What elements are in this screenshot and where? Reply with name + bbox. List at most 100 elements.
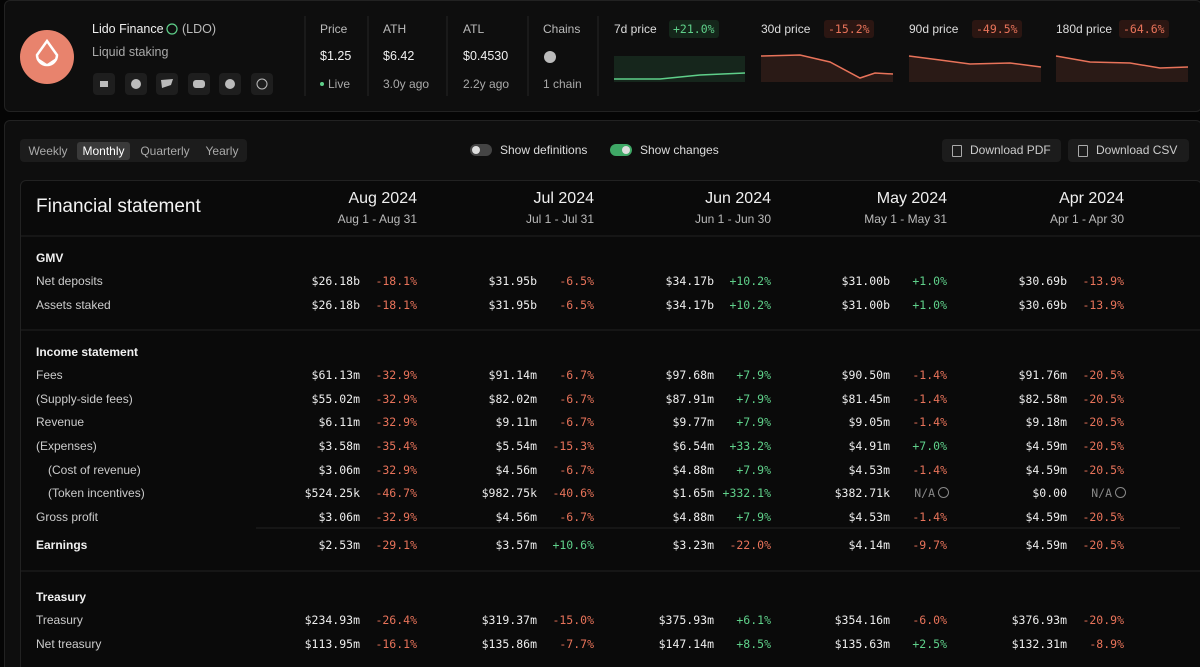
column-range: Aug 1 - Aug 31 bbox=[337, 212, 417, 226]
cell-value: $4.59m bbox=[1025, 538, 1067, 553]
cell-change: -20.5% bbox=[1082, 391, 1124, 406]
cell-change: -15.3% bbox=[552, 439, 594, 453]
cell-value: $91.14m bbox=[488, 368, 537, 383]
cell-change: +332.1% bbox=[722, 486, 771, 501]
row-label: Net treasury bbox=[36, 637, 102, 651]
row-label: Net deposits bbox=[36, 274, 103, 288]
button[interactable]: Download CSV bbox=[1096, 143, 1178, 157]
button[interactable]: Download PDF bbox=[970, 143, 1051, 157]
cell-value: $9.05m bbox=[848, 415, 890, 430]
cell-value: $9.18m bbox=[1025, 415, 1067, 430]
tab[interactable]: Weekly bbox=[28, 144, 68, 158]
cell-value: $30.69b bbox=[1018, 297, 1067, 312]
cell-change: -46.7% bbox=[375, 486, 417, 501]
button-icon bbox=[952, 145, 962, 157]
row-label: Earnings bbox=[36, 538, 88, 553]
stat-label: ATH bbox=[383, 22, 407, 36]
cell-change: -9.7% bbox=[912, 538, 947, 553]
cell-value: $354.16m bbox=[834, 613, 890, 628]
cell-value: $4.14m bbox=[848, 538, 890, 553]
cell-value: $81.45m bbox=[841, 391, 890, 406]
cell-change: -7.7% bbox=[559, 637, 594, 651]
cell-value: $3.23m bbox=[672, 538, 714, 553]
cell-change: -18.1% bbox=[375, 297, 417, 312]
column-month: Aug 2024 bbox=[348, 190, 417, 207]
cell-value: $0.00 bbox=[1032, 486, 1067, 501]
tab[interactable]: Monthly bbox=[77, 142, 130, 160]
cell-change: -6.7% bbox=[559, 415, 594, 430]
cell-change: +10.2% bbox=[729, 297, 771, 312]
cell-change: -20.5% bbox=[1082, 368, 1124, 383]
stat-value: $1.25 bbox=[320, 49, 352, 63]
cell-value: $4.59m bbox=[1025, 439, 1067, 453]
cell-value: $55.02m bbox=[311, 391, 360, 406]
cell-value: $319.37m bbox=[481, 613, 537, 628]
row-label: Revenue bbox=[36, 415, 85, 430]
cell-change: -32.9% bbox=[375, 415, 417, 430]
cell-change: +2.5% bbox=[912, 637, 947, 651]
stat-sub: Live bbox=[328, 77, 351, 91]
cell-value: $524.25k bbox=[304, 486, 360, 501]
cell-change: -6.7% bbox=[559, 462, 594, 477]
tab[interactable]: Quarterly bbox=[140, 144, 190, 158]
cell-value: $132.31m bbox=[1011, 637, 1067, 651]
cell-change: +7.9% bbox=[736, 415, 771, 430]
cell-value: $30.69b bbox=[1018, 274, 1067, 288]
stat-value: $6.42 bbox=[383, 49, 415, 63]
cell-value: $234.93m bbox=[304, 613, 360, 628]
cell-value: $382.71k bbox=[834, 486, 890, 501]
cell-change: -32.9% bbox=[375, 391, 417, 406]
stat-label: Chains bbox=[543, 22, 581, 36]
toggle-label: Show definitions bbox=[500, 143, 588, 157]
table-card bbox=[20, 180, 1200, 667]
cell-change: -29.1% bbox=[375, 538, 417, 553]
cell-value: $4.59m bbox=[1025, 462, 1067, 477]
tab[interactable]: Yearly bbox=[205, 144, 239, 158]
name: Lido Finance bbox=[92, 22, 164, 36]
cell-value: $376.93m bbox=[1011, 613, 1067, 628]
cell-change: +7.9% bbox=[736, 391, 771, 406]
info-icon bbox=[1115, 487, 1126, 499]
cell-value: $87.91m bbox=[665, 391, 714, 406]
cell-value: $9.11m bbox=[495, 415, 537, 430]
column-month: Jun 2024 bbox=[705, 190, 771, 207]
cell-change: -6.5% bbox=[559, 274, 594, 288]
cell-value: $5.54m bbox=[495, 439, 537, 453]
cell-change: +7.9% bbox=[736, 509, 771, 524]
cell-value: $26.18b bbox=[311, 297, 360, 312]
toggle-knob bbox=[472, 146, 480, 154]
cell-value: $26.18b bbox=[311, 274, 360, 288]
column-month: Jul 2024 bbox=[533, 190, 595, 207]
cell-value: $3.57m bbox=[495, 538, 537, 553]
cell-value: $90.50m bbox=[841, 368, 890, 383]
cell-change: -8.9% bbox=[1089, 637, 1124, 651]
sparkline-label: 90d price bbox=[909, 22, 959, 36]
info-icon bbox=[938, 487, 949, 499]
row-label: Treasury bbox=[36, 613, 83, 628]
cell-value: $2.53m bbox=[318, 538, 360, 553]
column-month: Apr 2024 bbox=[1059, 190, 1124, 207]
cell-change: +8.5% bbox=[736, 637, 771, 651]
cell-change: -1.4% bbox=[912, 415, 947, 430]
cell-change: -1.4% bbox=[912, 462, 947, 477]
cell-value: $31.95b bbox=[488, 297, 537, 312]
row-label: (Expenses) bbox=[36, 439, 97, 453]
section-title: Income statement bbox=[36, 345, 139, 360]
cell-value: $982.75k bbox=[481, 486, 537, 501]
cell-value: $34.17b bbox=[665, 274, 714, 288]
cell-change: -26.4% bbox=[375, 613, 417, 628]
cell-change: +10.2% bbox=[729, 274, 771, 288]
cell-change: -1.4% bbox=[912, 509, 947, 524]
cell-change: -6.7% bbox=[559, 391, 594, 406]
toggle-label: Show changes bbox=[640, 143, 719, 157]
row-label: Assets staked bbox=[36, 297, 111, 312]
stat-sub: 2.2y ago bbox=[463, 77, 510, 91]
cell-change: -20.5% bbox=[1082, 415, 1124, 430]
row-label: (Token incentives) bbox=[48, 486, 145, 501]
cell-change: -22.0% bbox=[729, 538, 771, 553]
cell-change: -32.9% bbox=[375, 368, 417, 383]
sparkline-change: -49.5% bbox=[972, 20, 1022, 38]
cell-value: $4.59m bbox=[1025, 509, 1067, 524]
cell-value: $31.00b bbox=[841, 297, 890, 312]
cell-change: -20.5% bbox=[1082, 439, 1124, 453]
